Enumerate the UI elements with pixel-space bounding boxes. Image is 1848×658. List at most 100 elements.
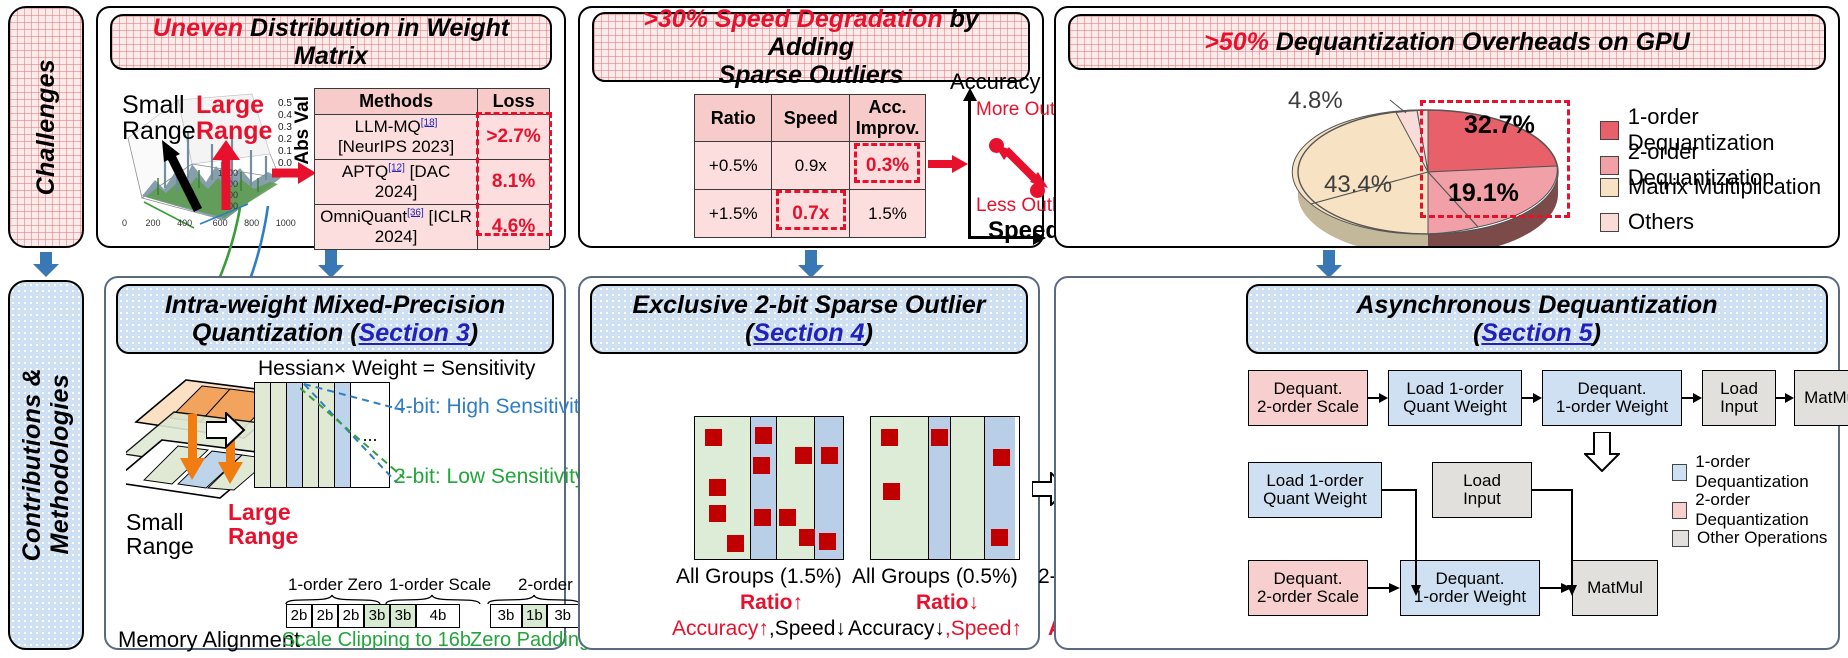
outlier-square <box>795 447 812 464</box>
group1-col-2 <box>777 417 816 559</box>
mem-cell: 2b <box>286 604 312 628</box>
group2-col-0 <box>871 417 929 559</box>
panel6-section-link[interactable]: Section 5 <box>1481 319 1593 347</box>
p4-large-range-line1: Large <box>228 499 291 525</box>
group1-line2: Ratio↑ <box>740 591 803 614</box>
group1-label: 1-order Zero <box>288 575 383 594</box>
th-methods: Methods <box>313 88 479 115</box>
legend-label-2order: 2-order Dequantization <box>1627 139 1775 190</box>
transform-block-arrow-icon <box>206 412 246 448</box>
group2-col-3 <box>985 417 1015 559</box>
pie-legend-matmul: Matrix Multiplication <box>1600 174 1821 200</box>
panel6-title-line2a: ( <box>1473 319 1482 347</box>
flow-bottom-0-line1: Load 1-order <box>1266 470 1364 490</box>
legend-label-1order-dequant: 1-order Dequantization <box>1695 452 1809 491</box>
panel4-large-range-label: Large Range <box>228 500 298 549</box>
flow-top-0-line2: 2-order Scale <box>1256 397 1360 416</box>
arrow-panel2-to-panel5 <box>798 250 824 278</box>
high-sensitivity-label: 4-bit: High Sensitivity <box>394 395 591 418</box>
table-row: APTQ[12] [DAC 2024] 8.1% <box>313 159 550 205</box>
outlier-square <box>709 505 726 522</box>
col-3 <box>303 383 319 487</box>
x-tick-5: 1000 <box>275 218 296 228</box>
z-tick-2: 0.3 <box>278 122 292 133</box>
cell-speed-1: 0.7x <box>771 189 851 238</box>
outlier-square <box>991 529 1008 546</box>
dequant-overhead-pie-chart <box>1278 86 1578 256</box>
pie-legend-2order: 2-order Dequantization <box>1600 139 1848 191</box>
flow-bottom-0-line2: Quant Weight <box>1263 489 1367 508</box>
pie-label-2order: 19.1% <box>1448 179 1519 207</box>
panel3-title-rest: Dequantization Overheads on GPU <box>1268 28 1690 56</box>
small-range-line1: Small <box>122 91 185 119</box>
z-tick-0: 0.5 <box>278 98 292 109</box>
cell-method-2: OmniQuant[36] [ICLR 2024] <box>313 204 479 250</box>
flow-top-3-line1: Load <box>1720 378 1758 398</box>
flow-top-box-2: Dequant. 1-order Weight <box>1542 370 1682 426</box>
pie-legend-1order: 1-order Dequantization <box>1600 104 1848 156</box>
col-4 <box>319 383 335 487</box>
memory-alignment-label: Memory Alignment <box>118 627 301 652</box>
legend-swatch-2order <box>1600 155 1619 175</box>
group1-col-1 <box>751 417 777 559</box>
group2-label: 1-order Scale <box>389 575 492 594</box>
flow-arrow-icon <box>1522 393 1542 403</box>
group2-line3a: Accuracy↓ <box>848 617 945 640</box>
ratio-speed-acc-table: Ratio Speed Acc. Improv. +0.5% 0.9x 0.3% … <box>693 94 926 238</box>
outlier-square <box>753 457 770 474</box>
y-axis-arrow-icon <box>963 88 977 101</box>
legend-swatch-other-ops <box>1672 529 1689 547</box>
flow-bottom-box-0: Load 1-order Quant Weight <box>1248 462 1382 518</box>
sidebar-contributions-label: Contributions & Methodologies <box>18 368 74 562</box>
panel2-title-emphasis: >30% Speed Degradation <box>643 5 943 33</box>
group2-caption: All Groups (0.5%) <box>852 565 1018 588</box>
col-1 <box>271 383 287 487</box>
flow-bottom-3-line1: Dequant. <box>1435 568 1505 588</box>
chart-y-axis <box>968 98 971 238</box>
panel5-title-banner: Exclusive 2-bit Sparse Outlier (Section … <box>590 284 1028 354</box>
col-0 <box>255 383 271 487</box>
cell-loss-1: 8.1% <box>477 159 550 205</box>
panel6-title-banner: Asynchronous Dequantization (Section 5) <box>1246 284 1828 354</box>
sidebar-challenges: Challenges <box>8 6 84 248</box>
flow-arrow-icon <box>1682 393 1702 403</box>
group1-col-0 <box>695 417 751 559</box>
flow-bottom-box-3: Dequant. 1-order Weight <box>1400 560 1540 616</box>
table-to-chart-arrow-icon <box>928 155 968 173</box>
methods-loss-table: Methods Loss LLM-MQ[18] [NeurIPS 2023] >… <box>313 88 550 250</box>
panel1-small-range-label: Small Range <box>122 92 196 145</box>
outlier-group-1 <box>694 416 844 560</box>
large-range-line2: Range <box>196 117 273 146</box>
panel4-title-line2a: Quantization ( <box>191 319 359 347</box>
outlier-square <box>727 535 744 552</box>
cell-method-0: LLM-MQ[18] [NeurIPS 2023] <box>313 114 479 160</box>
panel5-section-link[interactable]: Section 4 <box>753 319 865 347</box>
legend-swatch-1order <box>1600 120 1619 140</box>
col-ellipsis: ... <box>351 383 389 487</box>
scale-clipping-note: Scale Clipping to 16b <box>282 629 472 651</box>
group2-col-2 <box>951 417 985 559</box>
table-row: +1.5% 0.7x 1.5% <box>693 189 926 238</box>
legend-swatch-2order-dequant <box>1672 501 1688 519</box>
mem-cell: 3b <box>390 604 416 628</box>
legend-label-other-ops: Other Operations <box>1697 528 1828 547</box>
cell-ratio-1: +1.5% <box>693 189 773 238</box>
group1-line3a: Accuracy↑ <box>672 617 769 640</box>
legend-swatch-1order-dequant <box>1672 463 1688 481</box>
formula-rest: × Weight = Sensitivity <box>333 357 536 380</box>
legend-label-2order-dequant: 2-order Dequantization <box>1695 490 1809 529</box>
flow-top-0-line1: Dequant. <box>1273 378 1343 398</box>
cell-ratio-0: +0.5% <box>693 141 773 190</box>
panel2-title-banner: >30% Speed Degradation by Adding Sparse … <box>592 5 1030 89</box>
y-tick-2: 600 <box>223 190 239 200</box>
group1-line3b: ,Speed↓ <box>768 617 846 640</box>
pie-legend-others: Others <box>1600 209 1694 235</box>
mem-cell: 3b <box>546 604 579 628</box>
panel4-section-link[interactable]: Section 3 <box>358 319 470 347</box>
memory-row-1: 2b 2b 2b 3b 3b 4b <box>286 604 460 628</box>
table-header-row: Ratio Speed Acc. Improv. <box>693 94 926 142</box>
flow-top-1-line2: Quant Weight <box>1403 397 1507 416</box>
th-acc-improv: Acc. Improv. <box>849 94 926 142</box>
flow-top-1-line1: Load 1-order <box>1406 378 1504 398</box>
memory-braces <box>285 594 581 605</box>
